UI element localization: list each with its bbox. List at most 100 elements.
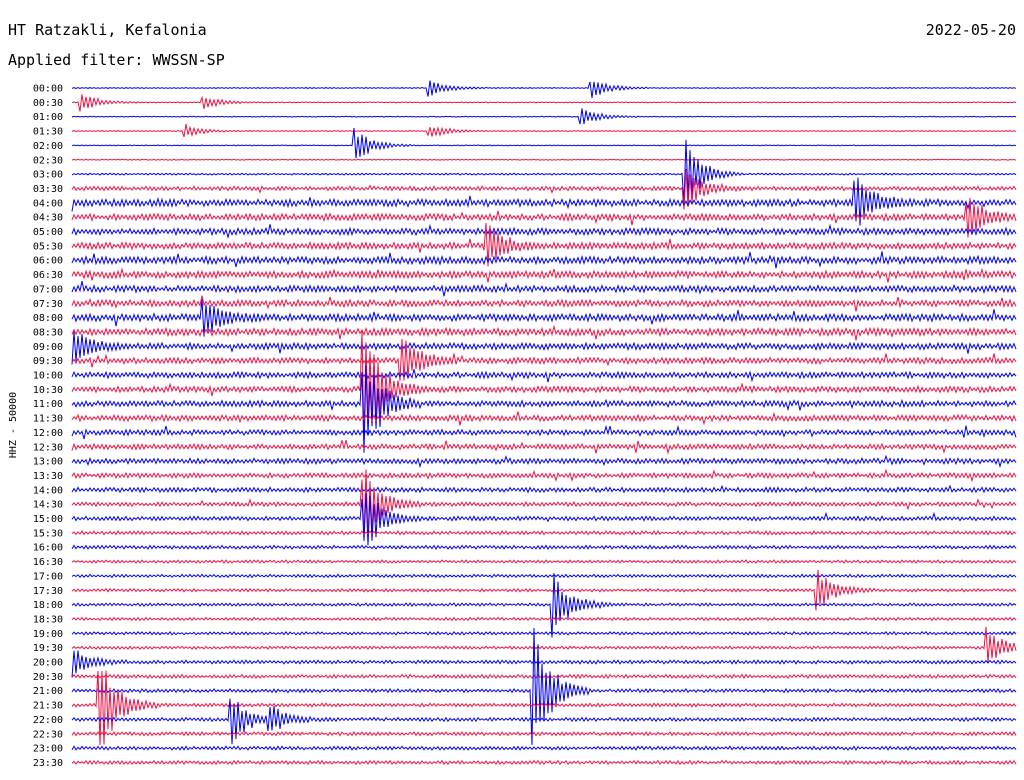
row-time-label: 00:30 <box>33 98 63 109</box>
trace-row <box>71 280 1017 297</box>
row-time-label: 12:30 <box>33 442 63 453</box>
trace-row <box>71 759 1017 766</box>
row-time-label: 19:30 <box>33 643 63 654</box>
row-time-label: 17:30 <box>33 586 63 597</box>
trace-row <box>71 124 1017 138</box>
row-time-label: 19:00 <box>33 629 63 640</box>
row-time-label: 03:30 <box>33 184 63 195</box>
row-time-label: 11:30 <box>33 414 63 425</box>
trace-row <box>71 369 1017 383</box>
row-time-label: 21:00 <box>33 686 63 697</box>
row-time-label: 22:00 <box>33 715 63 726</box>
trace-row <box>71 673 1017 680</box>
trace-row <box>71 468 1017 483</box>
trace-row <box>71 559 1017 564</box>
trace-row <box>71 222 1017 267</box>
trace-row <box>71 127 1017 159</box>
station-title: HT Ratzakli, Kefalonia <box>8 21 207 39</box>
trace-row <box>71 299 1017 337</box>
trace-row <box>71 569 1017 611</box>
trace-row <box>71 650 1017 678</box>
trace-row <box>71 454 1017 469</box>
trace-row <box>71 223 1017 240</box>
row-time-label: 15:30 <box>33 528 63 539</box>
row-time-label: 18:30 <box>33 614 63 625</box>
trace-row <box>71 731 1017 737</box>
row-time-label: 10:30 <box>33 385 63 396</box>
trace-row <box>71 573 1017 579</box>
row-time-label: 03:00 <box>33 170 63 181</box>
row-time-label: 22:30 <box>33 729 63 740</box>
row-time-label: 12:00 <box>33 428 63 439</box>
trace-row <box>71 469 1017 538</box>
trace-row <box>71 698 1017 745</box>
y-axis-label: HHZ - 50000 <box>8 392 19 458</box>
time-tick-labels: 00:00 00:30 01:00 01:30 02:00 02:30 03:00 03:30… <box>33 84 63 769</box>
trace-row <box>71 745 1017 751</box>
trace-row <box>71 324 1017 341</box>
trace-row <box>71 80 1017 99</box>
trace-row <box>71 331 1017 365</box>
row-time-label: 01:30 <box>33 127 63 138</box>
trace-row <box>71 627 1017 745</box>
trace-row <box>71 338 1017 381</box>
row-time-label: 20:30 <box>33 672 63 683</box>
row-time-label: 04:00 <box>33 198 63 209</box>
row-time-label: 08:00 <box>33 313 63 324</box>
trace-row <box>71 424 1017 440</box>
row-time-label: 06:00 <box>33 256 63 267</box>
trace-row <box>71 108 1017 125</box>
row-time-label: 14:00 <box>33 485 63 496</box>
filter-label: Applied filter: WWSSN-SP <box>8 51 225 69</box>
trace-group <box>71 80 1017 766</box>
row-time-label: 14:30 <box>33 500 63 511</box>
row-time-label: 15:00 <box>33 514 63 525</box>
row-time-label: 18:00 <box>33 600 63 611</box>
trace-row <box>71 626 1017 663</box>
trace-row <box>71 177 1017 226</box>
trace-row <box>71 439 1017 455</box>
trace-row <box>71 158 1017 161</box>
trace-row <box>71 630 1017 636</box>
trace-row <box>71 139 1017 203</box>
trace-row <box>71 251 1017 269</box>
row-time-label: 01:00 <box>33 112 63 123</box>
row-time-label: 09:00 <box>33 342 63 353</box>
trace-row <box>71 267 1017 283</box>
trace-row <box>71 544 1017 550</box>
row-time-label: 02:30 <box>33 155 63 166</box>
trace-row <box>71 365 1017 453</box>
row-time-label: 11:00 <box>33 399 63 410</box>
row-time-label: 00:00 <box>33 84 63 95</box>
row-time-label: 05:00 <box>33 227 63 238</box>
row-time-label: 13:30 <box>33 471 63 482</box>
trace-row <box>71 295 1017 312</box>
trace-row <box>71 330 1017 441</box>
row-time-label: 10:00 <box>33 371 63 382</box>
row-time-label: 23:30 <box>33 758 63 769</box>
row-time-label: 07:00 <box>33 284 63 295</box>
row-time-label: 05:30 <box>33 241 63 252</box>
trace-row <box>71 530 1017 536</box>
row-time-label: 08:30 <box>33 327 63 338</box>
trace-row <box>71 573 1017 638</box>
trace-row <box>71 197 1017 238</box>
trace-row <box>71 493 1017 546</box>
row-time-label: 06:30 <box>33 270 63 281</box>
trace-row <box>71 484 1017 494</box>
row-time-label: 02:00 <box>33 141 63 152</box>
row-time-label: 04:30 <box>33 213 63 224</box>
row-time-label: 16:30 <box>33 557 63 568</box>
row-time-label: 13:00 <box>33 457 63 468</box>
trace-row <box>71 94 1017 112</box>
trace-row <box>71 616 1017 622</box>
row-time-label: 20:00 <box>33 658 63 669</box>
row-time-label: 16:00 <box>33 543 63 554</box>
row-time-label: 17:00 <box>33 571 63 582</box>
date-label: 2022-05-20 <box>925 21 1016 39</box>
row-time-label: 21:30 <box>33 701 63 712</box>
row-time-label: 09:30 <box>33 356 63 367</box>
trace-row <box>71 411 1017 426</box>
row-time-label: 23:00 <box>33 744 63 755</box>
